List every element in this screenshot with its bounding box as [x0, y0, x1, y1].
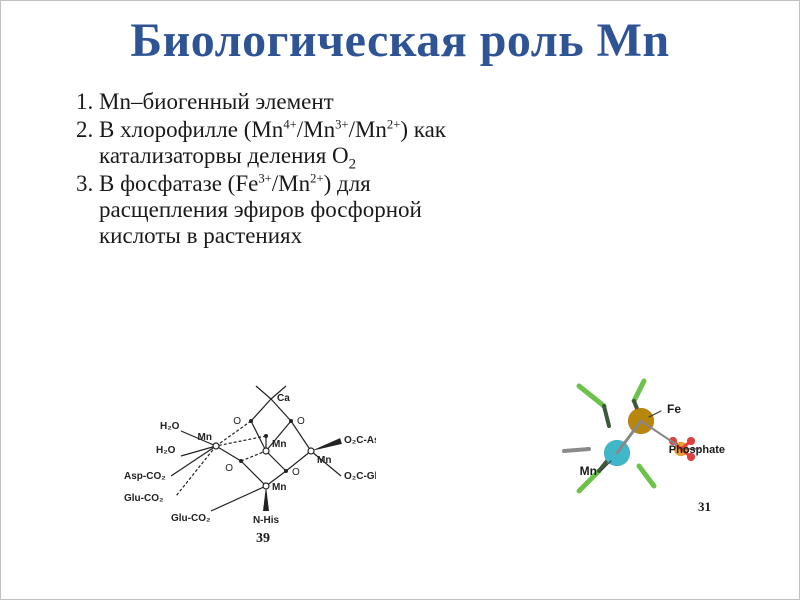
list-item: В хлорофилле (Mn4+/Mn3+/Mn2+) как катали…	[99, 117, 481, 169]
figure-left-number: 39	[256, 531, 270, 547]
cluster-diagram-icon: Ca O O O O Mn Mn Mn Mn H₂O H₂O Asp-CO₂ Glu-CO₂ Glu-CO…	[116, 381, 376, 551]
body-text: Mn–биогенный элементВ хлорофилле (Mn4+/M…	[61, 89, 481, 251]
svg-text:O: O	[233, 416, 241, 427]
svg-text:Mn: Mn	[198, 432, 212, 443]
svg-text:Phosphate: Phosphate	[669, 444, 725, 456]
svg-text:H₂O: H₂O	[156, 445, 176, 456]
svg-text:Ca: Ca	[277, 393, 290, 404]
list-item: В фосфатазе (Fe3+/Mn2+) для расщепления …	[99, 171, 481, 249]
svg-text:Mn: Mn	[317, 455, 331, 466]
svg-text:O: O	[225, 463, 233, 474]
svg-text:Mn: Mn	[580, 464, 597, 478]
svg-text:O₂C-Asp: O₂C-Asp	[344, 435, 376, 446]
svg-text:Glu-CO₂: Glu-CO₂	[171, 513, 210, 524]
figure-mn-cluster: Ca O O O O Mn Mn Mn Mn H₂O H₂O Asp-CO₂ Glu-CO₂ Glu-CO…	[116, 381, 376, 551]
figure-phosphatase: Fe Mn Phosphate 31	[549, 371, 729, 531]
svg-text:Glu-CO₂: Glu-CO₂	[124, 493, 163, 504]
svg-text:O: O	[292, 467, 300, 478]
svg-text:N-His: N-His	[253, 515, 280, 526]
svg-text:Asp-CO₂: Asp-CO₂	[124, 471, 166, 482]
svg-text:O₂C-Glu: O₂C-Glu	[344, 471, 376, 482]
slide-title: Биологическая роль Mn	[1, 15, 799, 68]
svg-text:Fe: Fe	[667, 402, 681, 416]
svg-text:Mn: Mn	[272, 482, 286, 493]
svg-text:H₂O: H₂O	[160, 421, 180, 432]
figure-right-number: 31	[698, 499, 711, 515]
list-item: Mn–биогенный элемент	[99, 89, 481, 115]
bullet-list: Mn–биогенный элементВ хлорофилле (Mn4+/M…	[61, 89, 481, 249]
svg-text:O: O	[297, 416, 305, 427]
svg-text:Mn: Mn	[272, 439, 286, 450]
slide: Биологическая роль Mn Mn–биогенный элеме…	[0, 0, 800, 600]
